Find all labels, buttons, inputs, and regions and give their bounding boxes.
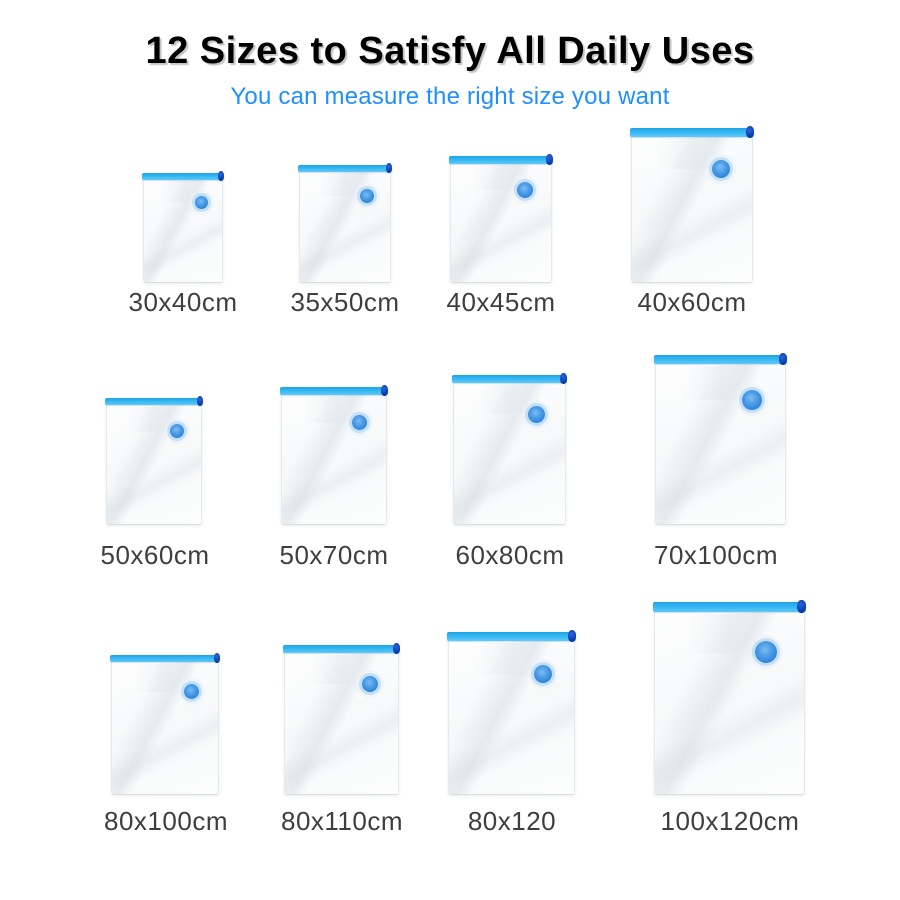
air-valve-icon xyxy=(533,665,552,684)
vacuum-bag xyxy=(654,353,787,525)
zipper-slider-icon xyxy=(546,154,553,165)
size-label: 40x45cm xyxy=(446,287,556,317)
size-label: 80x120 xyxy=(467,806,557,836)
zipper-strip xyxy=(142,171,224,181)
zipper-strip xyxy=(110,653,220,663)
zipper-slider-icon xyxy=(386,163,392,173)
zipper-slider-icon xyxy=(568,630,576,642)
size-label: 80x110cm xyxy=(280,806,404,836)
size-label: 35x50cm xyxy=(290,287,400,317)
size-label: 50x70cm xyxy=(279,540,389,570)
page-subtitle: You can measure the right size you want xyxy=(230,83,670,110)
zipper-slider-icon xyxy=(214,653,220,663)
zipper-strip xyxy=(280,385,388,396)
size-label: 100x120cm xyxy=(660,806,800,836)
vacuum-bag xyxy=(452,373,567,525)
vacuum-bag xyxy=(630,126,754,283)
zipper-strip xyxy=(447,630,576,642)
vacuum-bag xyxy=(283,643,400,795)
air-valve-icon xyxy=(528,405,546,423)
zipper-slider-icon xyxy=(797,600,806,613)
zipper-slider-icon xyxy=(779,353,787,365)
air-valve-icon xyxy=(183,683,199,699)
zipper-strip xyxy=(654,353,787,365)
size-label: 70x100cm xyxy=(654,540,778,570)
zipper-strip xyxy=(105,396,203,406)
air-valve-icon xyxy=(741,389,762,410)
air-valve-icon xyxy=(194,195,208,209)
air-valve-icon xyxy=(352,415,368,431)
size-label: 80x100cm xyxy=(104,806,228,836)
air-valve-icon xyxy=(755,641,778,664)
air-valve-icon xyxy=(170,424,185,438)
vacuum-bag xyxy=(110,653,220,795)
zipper-strip xyxy=(449,154,553,165)
zipper-slider-icon xyxy=(746,126,754,138)
zipper-strip xyxy=(283,643,400,654)
zipper-slider-icon xyxy=(197,396,203,406)
zipper-slider-icon xyxy=(381,385,388,396)
air-valve-icon xyxy=(517,182,533,198)
zipper-strip xyxy=(630,126,754,138)
vacuum-bag xyxy=(653,600,806,795)
zipper-slider-icon xyxy=(218,171,224,181)
vacuum-bag xyxy=(447,630,576,795)
zipper-strip xyxy=(452,373,567,384)
vacuum-bag xyxy=(142,171,224,283)
air-valve-icon xyxy=(361,675,378,692)
size-label: 60x80cm xyxy=(455,540,565,570)
zipper-slider-icon xyxy=(560,373,567,384)
vacuum-bag xyxy=(298,163,392,283)
page-title: 12 Sizes to Satisfy All Daily Uses xyxy=(145,30,755,72)
vacuum-bag xyxy=(449,154,553,283)
size-label: 50x60cm xyxy=(100,540,210,570)
zipper-slider-icon xyxy=(393,643,400,654)
size-label: 40x60cm xyxy=(637,287,747,317)
size-label: 30x40cm xyxy=(128,287,238,317)
zipper-strip xyxy=(298,163,392,173)
air-valve-icon xyxy=(712,159,731,178)
vacuum-bag xyxy=(105,396,203,525)
air-valve-icon xyxy=(359,189,374,204)
zipper-strip xyxy=(653,600,806,613)
vacuum-bag xyxy=(280,385,388,525)
